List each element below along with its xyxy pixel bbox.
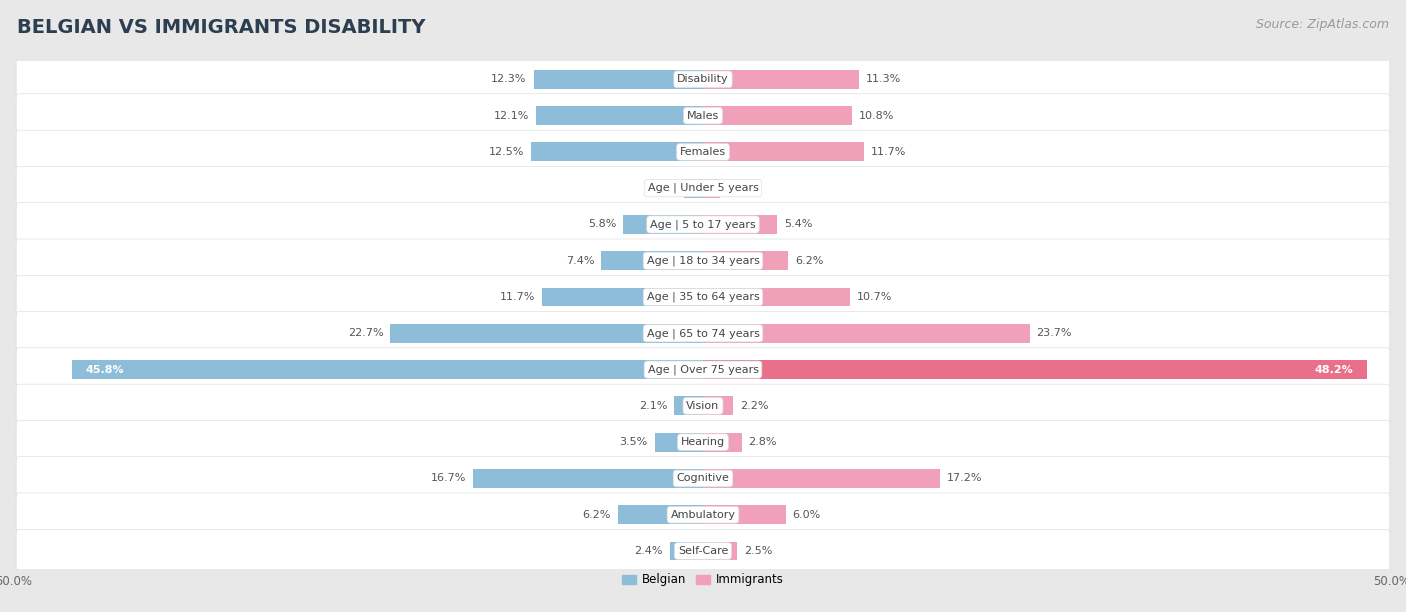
Text: Age | Over 75 years: Age | Over 75 years xyxy=(648,364,758,375)
Text: Age | 18 to 34 years: Age | 18 to 34 years xyxy=(647,255,759,266)
Bar xyxy=(541,288,703,307)
Text: 2.8%: 2.8% xyxy=(748,437,778,447)
Bar xyxy=(536,106,703,125)
Text: 11.7%: 11.7% xyxy=(499,292,534,302)
FancyBboxPatch shape xyxy=(15,239,1391,283)
Bar xyxy=(703,252,789,270)
Text: 6.2%: 6.2% xyxy=(796,256,824,266)
Text: 10.7%: 10.7% xyxy=(858,292,893,302)
Text: 5.4%: 5.4% xyxy=(785,220,813,230)
Text: Source: ZipAtlas.com: Source: ZipAtlas.com xyxy=(1256,18,1389,31)
Bar xyxy=(703,143,865,162)
Bar xyxy=(703,179,720,198)
Text: 12.5%: 12.5% xyxy=(488,147,524,157)
Bar xyxy=(703,360,1367,379)
Text: Females: Females xyxy=(681,147,725,157)
Text: Age | 5 to 17 years: Age | 5 to 17 years xyxy=(650,219,756,230)
FancyBboxPatch shape xyxy=(15,166,1391,210)
Text: 11.7%: 11.7% xyxy=(872,147,907,157)
Text: Hearing: Hearing xyxy=(681,437,725,447)
Text: Cognitive: Cognitive xyxy=(676,474,730,483)
Text: Males: Males xyxy=(688,111,718,121)
Text: 48.2%: 48.2% xyxy=(1315,365,1354,375)
FancyBboxPatch shape xyxy=(15,94,1391,138)
Bar xyxy=(669,542,703,561)
Text: 11.3%: 11.3% xyxy=(866,74,901,84)
Text: Disability: Disability xyxy=(678,74,728,84)
Text: 2.1%: 2.1% xyxy=(638,401,668,411)
Text: 45.8%: 45.8% xyxy=(86,365,124,375)
Text: Ambulatory: Ambulatory xyxy=(671,510,735,520)
Bar xyxy=(703,70,859,89)
Bar xyxy=(703,542,738,561)
Text: 22.7%: 22.7% xyxy=(347,328,384,338)
FancyBboxPatch shape xyxy=(15,203,1391,246)
FancyBboxPatch shape xyxy=(15,130,1391,174)
Text: 5.8%: 5.8% xyxy=(588,220,616,230)
Bar xyxy=(391,324,703,343)
Text: 12.1%: 12.1% xyxy=(494,111,530,121)
Text: 17.2%: 17.2% xyxy=(946,474,983,483)
Text: Age | 65 to 74 years: Age | 65 to 74 years xyxy=(647,328,759,338)
Bar xyxy=(533,70,703,89)
Bar xyxy=(703,506,786,524)
FancyBboxPatch shape xyxy=(15,58,1391,101)
Text: 2.2%: 2.2% xyxy=(740,401,769,411)
Text: 12.3%: 12.3% xyxy=(491,74,527,84)
FancyBboxPatch shape xyxy=(15,384,1391,428)
Text: 2.5%: 2.5% xyxy=(744,546,773,556)
Bar xyxy=(623,215,703,234)
Text: Age | 35 to 64 years: Age | 35 to 64 years xyxy=(647,292,759,302)
Bar xyxy=(617,506,703,524)
FancyBboxPatch shape xyxy=(15,348,1391,392)
Text: 7.4%: 7.4% xyxy=(565,256,595,266)
Text: 6.2%: 6.2% xyxy=(582,510,610,520)
Text: 16.7%: 16.7% xyxy=(430,474,465,483)
Bar xyxy=(72,360,703,379)
Text: Vision: Vision xyxy=(686,401,720,411)
Text: 2.4%: 2.4% xyxy=(634,546,664,556)
Bar xyxy=(703,397,734,416)
Bar xyxy=(703,288,851,307)
FancyBboxPatch shape xyxy=(15,275,1391,319)
FancyBboxPatch shape xyxy=(15,312,1391,355)
Text: 6.0%: 6.0% xyxy=(793,510,821,520)
Text: Self-Care: Self-Care xyxy=(678,546,728,556)
Bar xyxy=(703,215,778,234)
Text: 1.4%: 1.4% xyxy=(648,183,676,193)
Legend: Belgian, Immigrants: Belgian, Immigrants xyxy=(617,569,789,591)
FancyBboxPatch shape xyxy=(15,457,1391,500)
Bar xyxy=(673,397,703,416)
Bar xyxy=(703,433,741,452)
Text: 23.7%: 23.7% xyxy=(1036,328,1071,338)
Bar xyxy=(472,469,703,488)
Text: 10.8%: 10.8% xyxy=(859,111,894,121)
Text: 1.2%: 1.2% xyxy=(727,183,755,193)
Bar xyxy=(703,324,1029,343)
FancyBboxPatch shape xyxy=(15,493,1391,537)
Text: BELGIAN VS IMMIGRANTS DISABILITY: BELGIAN VS IMMIGRANTS DISABILITY xyxy=(17,18,426,37)
Bar xyxy=(655,433,703,452)
Text: 3.5%: 3.5% xyxy=(620,437,648,447)
FancyBboxPatch shape xyxy=(15,529,1391,573)
Text: Age | Under 5 years: Age | Under 5 years xyxy=(648,183,758,193)
FancyBboxPatch shape xyxy=(15,420,1391,464)
Bar xyxy=(703,469,941,488)
Bar xyxy=(600,252,703,270)
Bar xyxy=(683,179,703,198)
Bar xyxy=(531,143,703,162)
Bar xyxy=(703,106,852,125)
